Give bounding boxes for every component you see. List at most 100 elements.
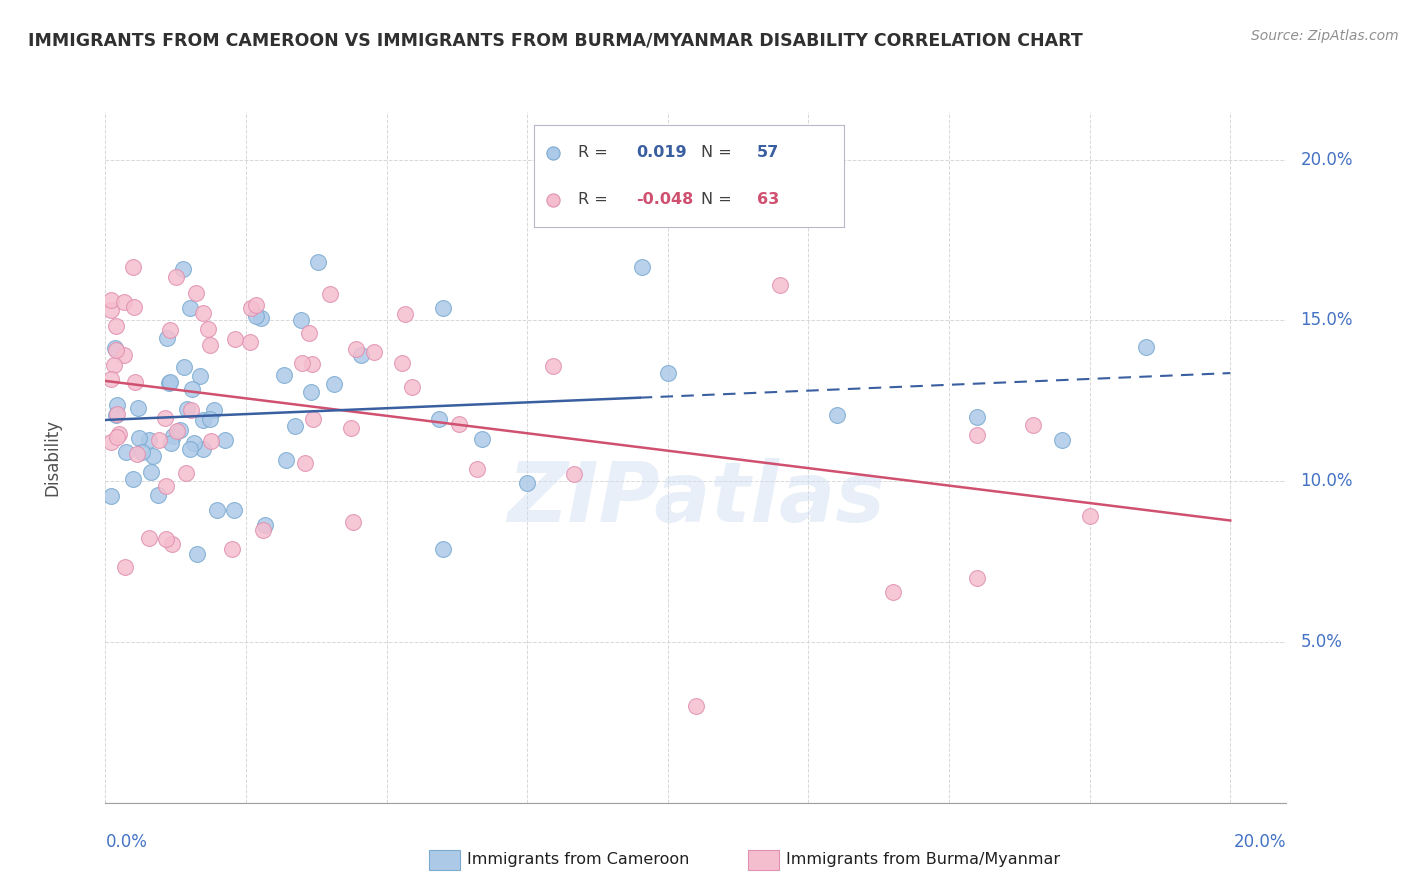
- Point: [148, 488, 170, 502]
- Point: [224, 332, 246, 346]
- Point: [186, 547, 208, 561]
- Point: [631, 260, 654, 274]
- Text: R =: R =: [578, 145, 613, 160]
- Point: [1078, 508, 1101, 523]
- Point: [138, 531, 160, 545]
- Point: [207, 503, 229, 517]
- Point: [541, 145, 564, 160]
- Point: [184, 286, 207, 301]
- Point: [160, 436, 183, 450]
- Point: [155, 479, 177, 493]
- Point: [112, 295, 135, 310]
- Point: [156, 331, 179, 345]
- Point: [159, 375, 181, 389]
- Point: [155, 533, 177, 547]
- Point: [173, 360, 195, 375]
- Point: [221, 541, 243, 556]
- Point: [198, 337, 221, 351]
- Text: ZIPatlas: ZIPatlas: [508, 458, 884, 539]
- Point: [128, 431, 150, 445]
- Point: [214, 433, 236, 447]
- Text: 5.0%: 5.0%: [1301, 633, 1343, 651]
- Point: [122, 472, 145, 486]
- Point: [172, 261, 194, 276]
- Point: [284, 419, 307, 434]
- Text: 20.0%: 20.0%: [1301, 151, 1353, 169]
- Text: Immigrants from Burma/Myanmar: Immigrants from Burma/Myanmar: [786, 853, 1060, 867]
- Point: [176, 402, 198, 417]
- Point: [301, 357, 323, 371]
- Point: [224, 503, 246, 517]
- Point: [104, 341, 127, 355]
- Point: [179, 301, 201, 315]
- Point: [447, 417, 470, 432]
- Point: [159, 376, 181, 390]
- Point: [103, 358, 125, 372]
- Point: [966, 571, 988, 585]
- Point: [238, 334, 260, 349]
- Point: [769, 278, 792, 293]
- Point: [302, 412, 325, 426]
- Point: [966, 428, 988, 442]
- Point: [191, 442, 214, 457]
- Point: [516, 476, 538, 491]
- Point: [155, 411, 177, 425]
- Text: 63: 63: [756, 193, 779, 207]
- Point: [100, 434, 122, 449]
- Point: [342, 515, 364, 529]
- Point: [543, 359, 565, 373]
- Text: 15.0%: 15.0%: [1301, 311, 1353, 329]
- Text: -0.048: -0.048: [637, 193, 693, 207]
- Point: [142, 450, 165, 464]
- Point: [427, 412, 450, 426]
- Point: [432, 301, 454, 315]
- Point: [159, 323, 181, 337]
- Point: [183, 436, 205, 450]
- Point: [825, 409, 848, 423]
- Point: [291, 356, 314, 370]
- Point: [197, 322, 219, 336]
- Point: [966, 409, 988, 424]
- Text: 0.0%: 0.0%: [105, 833, 148, 851]
- Point: [391, 356, 413, 370]
- Point: [657, 366, 679, 380]
- Point: [245, 310, 267, 324]
- Point: [202, 403, 225, 417]
- Point: [131, 445, 153, 459]
- Point: [104, 408, 127, 422]
- Point: [340, 421, 363, 435]
- Point: [294, 456, 316, 470]
- Point: [245, 298, 267, 312]
- Point: [252, 523, 274, 537]
- Point: [193, 413, 215, 427]
- Point: [273, 368, 295, 382]
- Point: [105, 407, 128, 421]
- Point: [112, 348, 135, 362]
- Point: [104, 319, 127, 334]
- Point: [169, 423, 191, 437]
- Point: [188, 368, 211, 383]
- Point: [290, 313, 312, 327]
- Text: 57: 57: [756, 145, 779, 160]
- Point: [162, 429, 184, 443]
- Point: [541, 193, 564, 207]
- Text: N =: N =: [702, 145, 737, 160]
- Point: [125, 446, 148, 460]
- Point: [564, 467, 586, 482]
- Point: [432, 541, 454, 556]
- Point: [882, 585, 904, 599]
- Text: R =: R =: [578, 193, 613, 207]
- Point: [307, 255, 329, 269]
- Point: [114, 560, 136, 574]
- Point: [1050, 433, 1073, 447]
- Point: [104, 343, 127, 357]
- Point: [165, 270, 187, 285]
- Point: [685, 699, 707, 714]
- Point: [239, 301, 262, 316]
- Point: [105, 430, 128, 444]
- Point: [1135, 340, 1157, 354]
- Point: [323, 377, 346, 392]
- Point: [176, 466, 198, 480]
- Point: [166, 424, 188, 438]
- Point: [122, 300, 145, 314]
